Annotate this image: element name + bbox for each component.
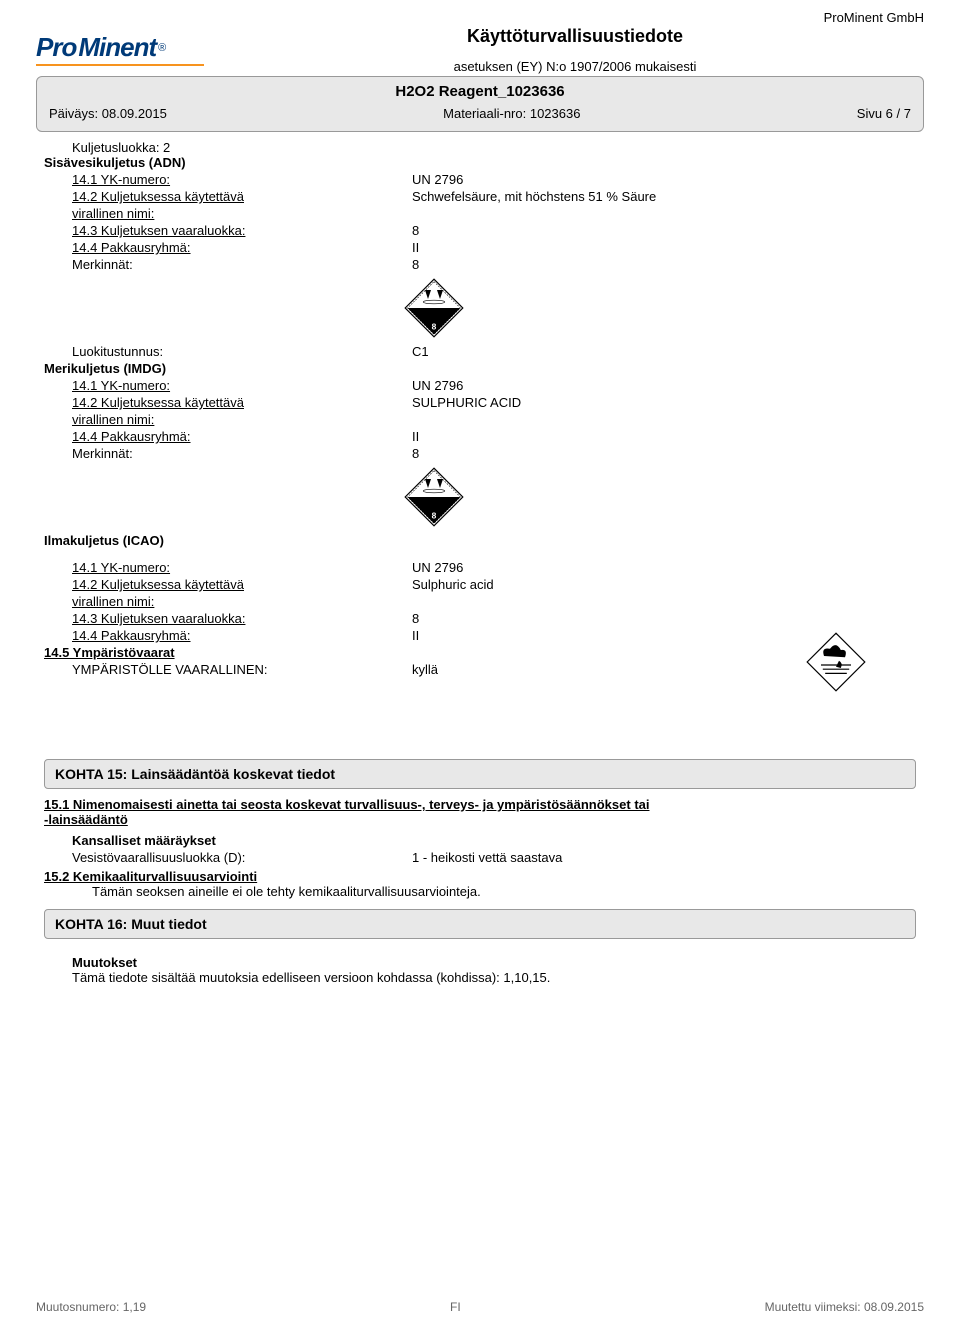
icao-title: Ilmakuljetus (ICAO) [44, 533, 916, 548]
imdg-un-label: 14.1 YK-numero: [72, 378, 412, 393]
logo-reg: ® [158, 42, 166, 54]
svg-text:8: 8 [432, 511, 437, 521]
imdg-un-value: UN 2796 [412, 378, 916, 393]
date-label: Päiväys: 08.09.2015 [49, 106, 167, 121]
header-row: ProMinent® Käyttöturvallisuustiedote ase… [36, 26, 924, 82]
icao-hazclass-value: 8 [412, 611, 916, 626]
adn-name-value: Schwefelsäure, mit höchstens 51 % Säure [412, 189, 916, 204]
adn-un-value: UN 2796 [412, 172, 916, 187]
adn-name-label2: virallinen nimi: [72, 206, 412, 221]
imdg-pack-label: 14.4 Pakkausryhmä: [72, 429, 412, 444]
imdg-classcode-value: C1 [412, 344, 916, 359]
adn-mark-value: 8 [412, 257, 916, 272]
material-label: Materiaali-nro: 1023636 [443, 106, 580, 121]
imdg-title: Merikuljetus (IMDG) [44, 361, 916, 376]
s16-changes-text: Tämä tiedote sisältää muutoksia edellise… [44, 970, 916, 985]
s15-wgk-value: 1 - heikosti vettä saastava [412, 850, 916, 865]
footer-left: Muutosnumero: 1,19 [36, 1300, 146, 1314]
header-bar-row: Päiväys: 08.09.2015 Materiaali-nro: 1023… [49, 106, 911, 121]
s15-sub2-text: Tämän seoksen aineille ei ole tehty kemi… [44, 884, 916, 899]
icao-un-value: UN 2796 [412, 560, 916, 575]
adn-un-label: 14.1 YK-numero: [72, 172, 412, 187]
env-hazard-icon [806, 632, 866, 692]
icao-name-value: Sulphuric acid [412, 577, 916, 592]
adn-hazclass-label: 14.3 Kuljetuksen vaaraluokka: [72, 223, 412, 238]
imdg-name-label: 14.2 Kuljetuksessa käytettävä [72, 395, 244, 410]
adn-hazclass-value: 8 [412, 223, 916, 238]
icao-un-label: 14.1 YK-numero: [72, 560, 412, 575]
logo-underline [36, 64, 204, 66]
page-label: Sivu 6 / 7 [857, 106, 911, 121]
icao-hazclass-label: 14.3 Kuljetuksen vaaraluokka: [72, 611, 412, 626]
doc-subtitle: asetuksen (EY) N:o 1907/2006 mukaisesti [226, 59, 924, 74]
page: ProMinent GmbH ProMinent® Käyttöturvalli… [0, 0, 960, 995]
svg-text:8: 8 [432, 322, 437, 332]
imdg-classcode-label: Luokitustunnus: [72, 344, 412, 359]
logo: ProMinent® [36, 26, 226, 66]
footer-right: Muutettu viimeksi: 08.09.2015 [765, 1300, 924, 1314]
icao-name-label2: virallinen nimi: [72, 594, 412, 609]
logo-part1: Pro [36, 32, 76, 63]
header-center: Käyttöturvallisuustiedote asetuksen (EY)… [226, 26, 924, 82]
adn-pack-label: 14.4 Pakkausryhmä: [72, 240, 412, 255]
imdg-pack-value: II [412, 429, 916, 444]
doc-title: Käyttöturvallisuustiedote [226, 26, 924, 47]
icao-pack-label: 14.4 Pakkausryhmä: [72, 628, 412, 643]
s15-sub1a: 15.1 Nimenomaisesti ainetta tai seosta k… [44, 797, 916, 812]
imdg-mark-label: Merkinnät: [72, 446, 412, 461]
s15-wgk-label: Vesistövaarallisuusluokka (D): [72, 850, 412, 865]
adn-class: Kuljetusluokka: 2 [44, 140, 916, 155]
content: Kuljetusluokka: 2 Sisävesikuljetus (ADN)… [36, 132, 924, 985]
logo-part2: Minent [78, 32, 156, 63]
icao-env-title: 14.5 Ympäristövaarat [44, 645, 916, 660]
adn-mark-label: Merkinnät: [72, 257, 412, 272]
section-15-title: KOHTA 15: Lainsäädäntöä koskevat tiedot [44, 759, 916, 789]
imdg-mark-value: 8 [412, 446, 916, 461]
imdg-name-value: SULPHURIC ACID [412, 395, 916, 410]
s15-sub2: 15.2 Kemikaaliturvallisuusarviointi [44, 869, 916, 884]
section-16-title: KOHTA 16: Muut tiedot [44, 909, 916, 939]
hazard-diamond-icon: 8 [404, 278, 464, 338]
adn-title: Sisävesikuljetus (ADN) [44, 155, 916, 170]
company-name: ProMinent GmbH [824, 10, 924, 25]
s15-nat: Kansalliset määräykset [44, 833, 916, 848]
footer-center: FI [450, 1300, 461, 1314]
footer: Muutosnumero: 1,19 FI Muutettu viimeksi:… [36, 1300, 924, 1314]
adn-name-label: 14.2 Kuljetuksessa käytettävä [72, 189, 244, 204]
reagent-title: H2O2 Reagent_1023636 [49, 83, 911, 100]
s16-changes: Muutokset [44, 955, 916, 970]
s15-sub1b: -lainsäädäntö [44, 812, 916, 827]
hazard-diamond-icon: 8 [404, 467, 464, 527]
icao-name-label: 14.2 Kuljetuksessa käytettävä [72, 577, 244, 592]
adn-pack-value: II [412, 240, 916, 255]
imdg-name-label2: virallinen nimi: [72, 412, 412, 427]
icao-env-label: YMPÄRISTÖLLE VAARALLINEN: [72, 662, 412, 677]
header-bar: H2O2 Reagent_1023636 Päiväys: 08.09.2015… [36, 76, 924, 132]
